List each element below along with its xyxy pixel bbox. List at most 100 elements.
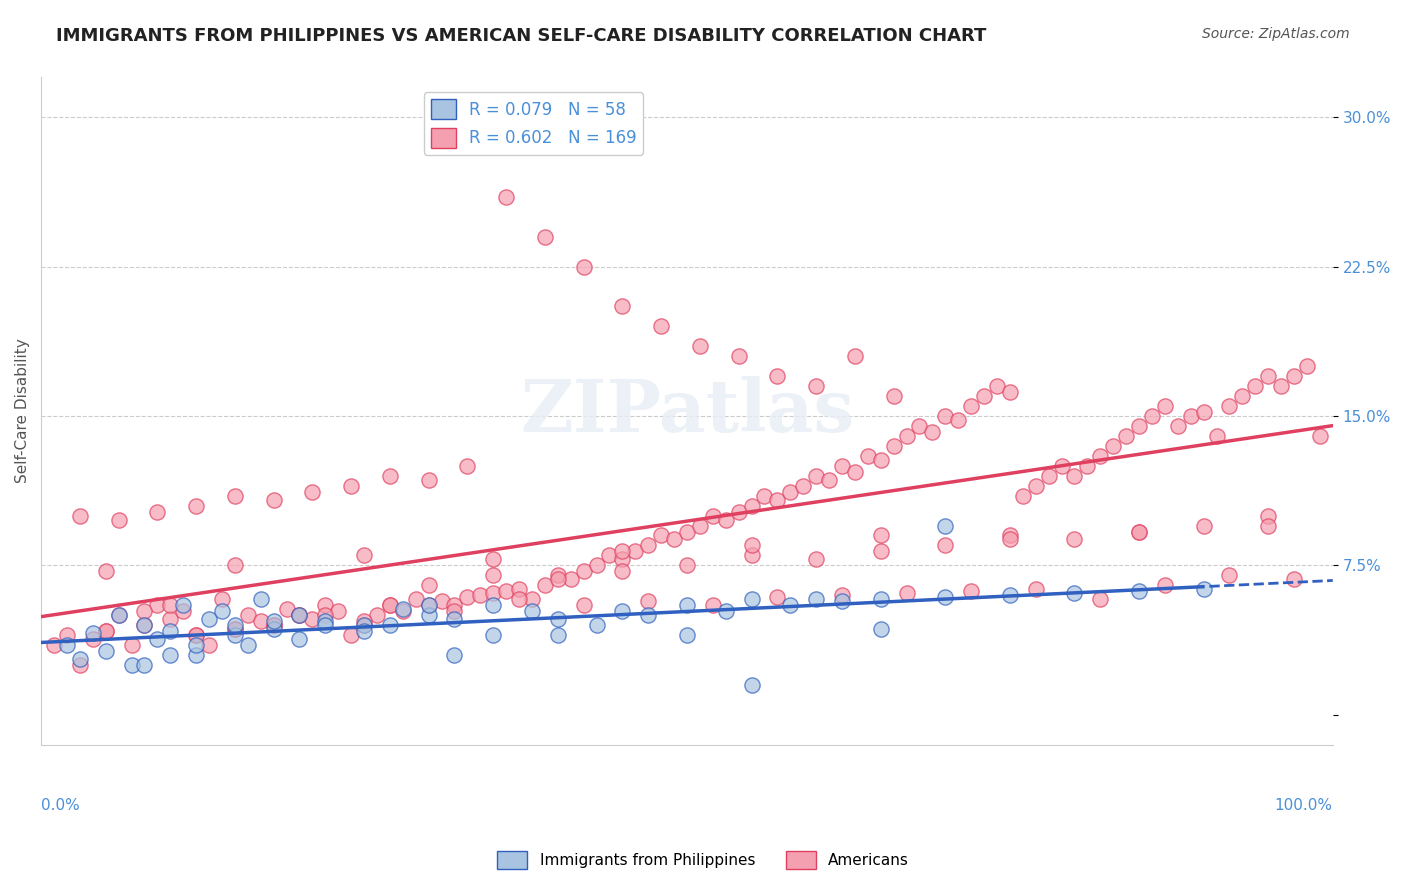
Point bbox=[1244, 379, 1267, 393]
Point bbox=[585, 558, 607, 573]
Point bbox=[741, 549, 763, 563]
Point bbox=[159, 598, 181, 612]
Point bbox=[353, 614, 375, 628]
Point bbox=[134, 657, 156, 672]
Point bbox=[883, 439, 905, 453]
Point bbox=[973, 389, 995, 403]
Point bbox=[869, 622, 891, 636]
Point bbox=[1128, 524, 1150, 539]
Point bbox=[1180, 409, 1202, 423]
Point bbox=[263, 618, 285, 632]
Point bbox=[418, 598, 440, 612]
Point bbox=[1063, 586, 1085, 600]
Point bbox=[547, 612, 569, 626]
Point bbox=[456, 458, 478, 473]
Point bbox=[727, 505, 749, 519]
Point bbox=[779, 598, 801, 612]
Point bbox=[547, 568, 569, 582]
Point bbox=[378, 598, 401, 612]
Point bbox=[366, 608, 388, 623]
Point bbox=[430, 594, 453, 608]
Point bbox=[146, 505, 169, 519]
Point bbox=[107, 608, 129, 623]
Point bbox=[560, 572, 582, 586]
Point bbox=[741, 678, 763, 692]
Point bbox=[998, 588, 1021, 602]
Point bbox=[288, 632, 311, 646]
Point bbox=[443, 612, 465, 626]
Point bbox=[831, 588, 853, 602]
Point bbox=[184, 499, 207, 513]
Point bbox=[134, 618, 156, 632]
Point bbox=[960, 584, 983, 599]
Point bbox=[650, 528, 672, 542]
Point bbox=[482, 628, 505, 642]
Point bbox=[69, 508, 91, 523]
Point bbox=[1063, 533, 1085, 547]
Point bbox=[689, 518, 711, 533]
Point bbox=[82, 626, 104, 640]
Point bbox=[224, 558, 246, 573]
Point bbox=[314, 618, 336, 632]
Point bbox=[198, 638, 221, 652]
Point bbox=[418, 608, 440, 623]
Point bbox=[572, 565, 595, 579]
Point bbox=[869, 528, 891, 542]
Point bbox=[69, 657, 91, 672]
Point bbox=[1257, 369, 1279, 384]
Point bbox=[224, 622, 246, 636]
Point bbox=[134, 604, 156, 618]
Point bbox=[224, 622, 246, 636]
Point bbox=[340, 628, 363, 642]
Point bbox=[418, 473, 440, 487]
Point bbox=[82, 632, 104, 646]
Point bbox=[1025, 479, 1047, 493]
Point bbox=[418, 578, 440, 592]
Point bbox=[172, 598, 194, 612]
Point bbox=[1090, 449, 1112, 463]
Point bbox=[534, 578, 557, 592]
Point bbox=[107, 512, 129, 526]
Point bbox=[146, 598, 169, 612]
Point bbox=[314, 608, 336, 623]
Point bbox=[263, 492, 285, 507]
Point bbox=[184, 628, 207, 642]
Point bbox=[612, 552, 634, 566]
Point bbox=[1192, 518, 1215, 533]
Point bbox=[572, 598, 595, 612]
Point bbox=[804, 468, 827, 483]
Point bbox=[612, 565, 634, 579]
Point bbox=[249, 592, 271, 607]
Point bbox=[276, 602, 298, 616]
Point bbox=[1140, 409, 1163, 423]
Point bbox=[1090, 592, 1112, 607]
Point bbox=[1102, 439, 1125, 453]
Point bbox=[534, 229, 557, 244]
Point bbox=[662, 533, 685, 547]
Point bbox=[921, 425, 943, 439]
Point bbox=[288, 608, 311, 623]
Point bbox=[844, 349, 866, 363]
Point bbox=[224, 628, 246, 642]
Point bbox=[585, 618, 607, 632]
Point bbox=[1153, 578, 1175, 592]
Point bbox=[443, 604, 465, 618]
Point bbox=[676, 628, 699, 642]
Point bbox=[998, 385, 1021, 400]
Point bbox=[869, 592, 891, 607]
Point bbox=[1011, 489, 1033, 503]
Point bbox=[844, 465, 866, 479]
Point bbox=[249, 614, 271, 628]
Point bbox=[520, 604, 543, 618]
Point bbox=[934, 409, 956, 423]
Point bbox=[288, 608, 311, 623]
Point bbox=[353, 624, 375, 639]
Point bbox=[637, 608, 659, 623]
Point bbox=[804, 552, 827, 566]
Point bbox=[676, 524, 699, 539]
Point bbox=[676, 598, 699, 612]
Point bbox=[948, 413, 970, 427]
Point bbox=[94, 644, 117, 658]
Point bbox=[572, 260, 595, 274]
Point bbox=[766, 591, 789, 605]
